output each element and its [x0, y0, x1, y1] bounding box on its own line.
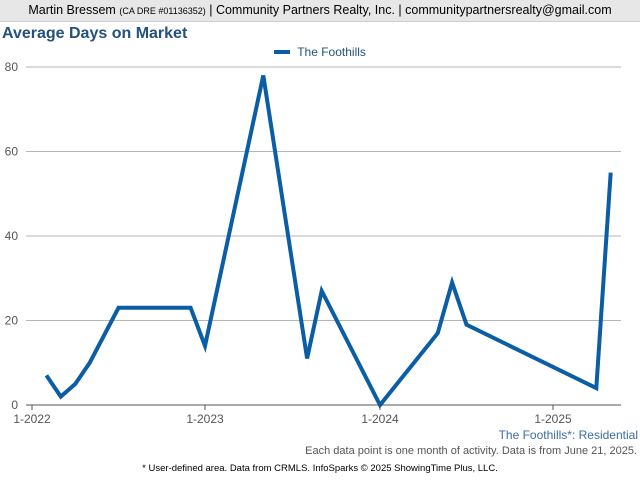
x-tick-label: 1-2022	[13, 412, 51, 426]
chart-title: Average Days on Market	[2, 25, 188, 42]
legend-swatch	[274, 49, 291, 54]
area-label: The Foothills*: Residential	[498, 428, 638, 442]
x-tick-label: 1-2024	[361, 412, 399, 426]
y-tick-label: 40	[5, 229, 19, 243]
y-tick-label: 60	[5, 145, 19, 159]
y-tick-label: 80	[5, 60, 19, 74]
x-tick-label: 1-2023	[186, 412, 224, 426]
legend-label: The Foothills	[297, 45, 366, 59]
agent-name: Martin Bressem	[28, 3, 116, 17]
x-tick-label: 1-2025	[534, 412, 572, 426]
series-layer	[44, 74, 613, 409]
series-line	[44, 74, 613, 409]
y-tick-label: 0	[11, 398, 18, 412]
license-number: (CA DRE #01136352)	[119, 6, 206, 16]
x-axis: 1-2022 1-2023 1-2024 1-2025	[13, 405, 572, 426]
data-note: Each data point is one month of activity…	[305, 445, 637, 457]
y-tick-label: 20	[5, 314, 19, 328]
grid-lines: 0 20 40 60 80	[5, 60, 621, 412]
footer-disclaimer: * User-defined area. Data from CRMLS. In…	[142, 463, 498, 474]
company-name: | Community Partners Realty, Inc. |	[209, 3, 402, 17]
chart-legend: The Foothills	[0, 45, 640, 59]
agent-email[interactable]: communitypartnersrealty@gmail.com	[405, 3, 612, 17]
header-bar: Martin Bressem (CA DRE #01136352) | Comm…	[0, 0, 640, 22]
